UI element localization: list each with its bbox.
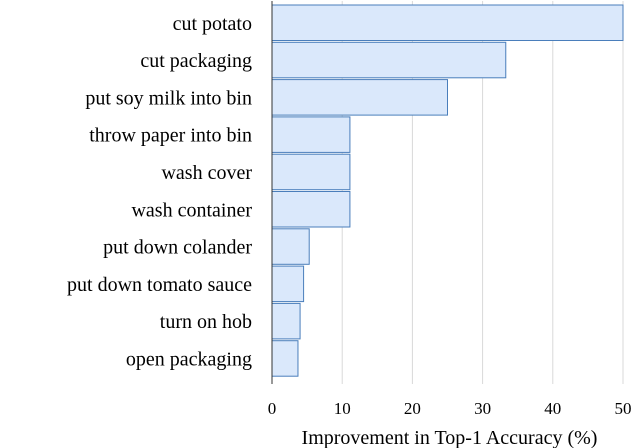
bar-layer: [271, 4, 624, 377]
bar-put-down-colander: [271, 228, 310, 265]
x-tick-labels: 0 10 20 30 40 50: [268, 399, 632, 418]
bar-turn-on-hob: [271, 302, 301, 340]
category-labels: cut potato cut packaging put soy milk into…: [67, 13, 252, 371]
category-label-throw-paper-into-bin: throw paper into bin: [89, 125, 252, 147]
category-label-cut-packaging: cut packaging: [140, 50, 252, 72]
category-label-cut-potato: cut potato: [173, 13, 252, 35]
category-label-put-down-tomato-sauce: put down tomato sauce: [67, 274, 252, 296]
category-label-put-soy-milk-into-bin: put soy milk into bin: [85, 87, 252, 109]
category-label-wash-cover: wash cover: [161, 162, 252, 184]
x-tick-label-30: 30: [474, 399, 491, 418]
bar-put-down-tomato-sauce: [271, 265, 305, 303]
category-label-wash-container: wash container: [131, 199, 252, 221]
x-tick-label-50: 50: [615, 399, 632, 418]
bar-wash-container: [271, 191, 351, 228]
category-label-put-down-colander: put down colander: [103, 237, 252, 259]
category-label-turn-on-hob: turn on hob: [160, 311, 252, 333]
x-tick-label-20: 20: [404, 399, 421, 418]
x-tick-label-10: 10: [334, 399, 351, 418]
bar-cut-potato: [271, 4, 624, 41]
bar-cut-packaging: [271, 41, 507, 79]
bar-wash-cover: [271, 153, 351, 191]
bar-put-soy-milk-into-bin: [271, 79, 448, 116]
bar-open-packaging: [271, 340, 299, 377]
x-tick-label-0: 0: [268, 399, 277, 418]
bar-throw-paper-into-bin: [271, 116, 351, 153]
x-axis-title: Improvement in Top-1 Accuracy (%): [302, 427, 598, 448]
category-label-open-packaging: open packaging: [126, 348, 252, 370]
x-tick-label-40: 40: [544, 399, 561, 418]
